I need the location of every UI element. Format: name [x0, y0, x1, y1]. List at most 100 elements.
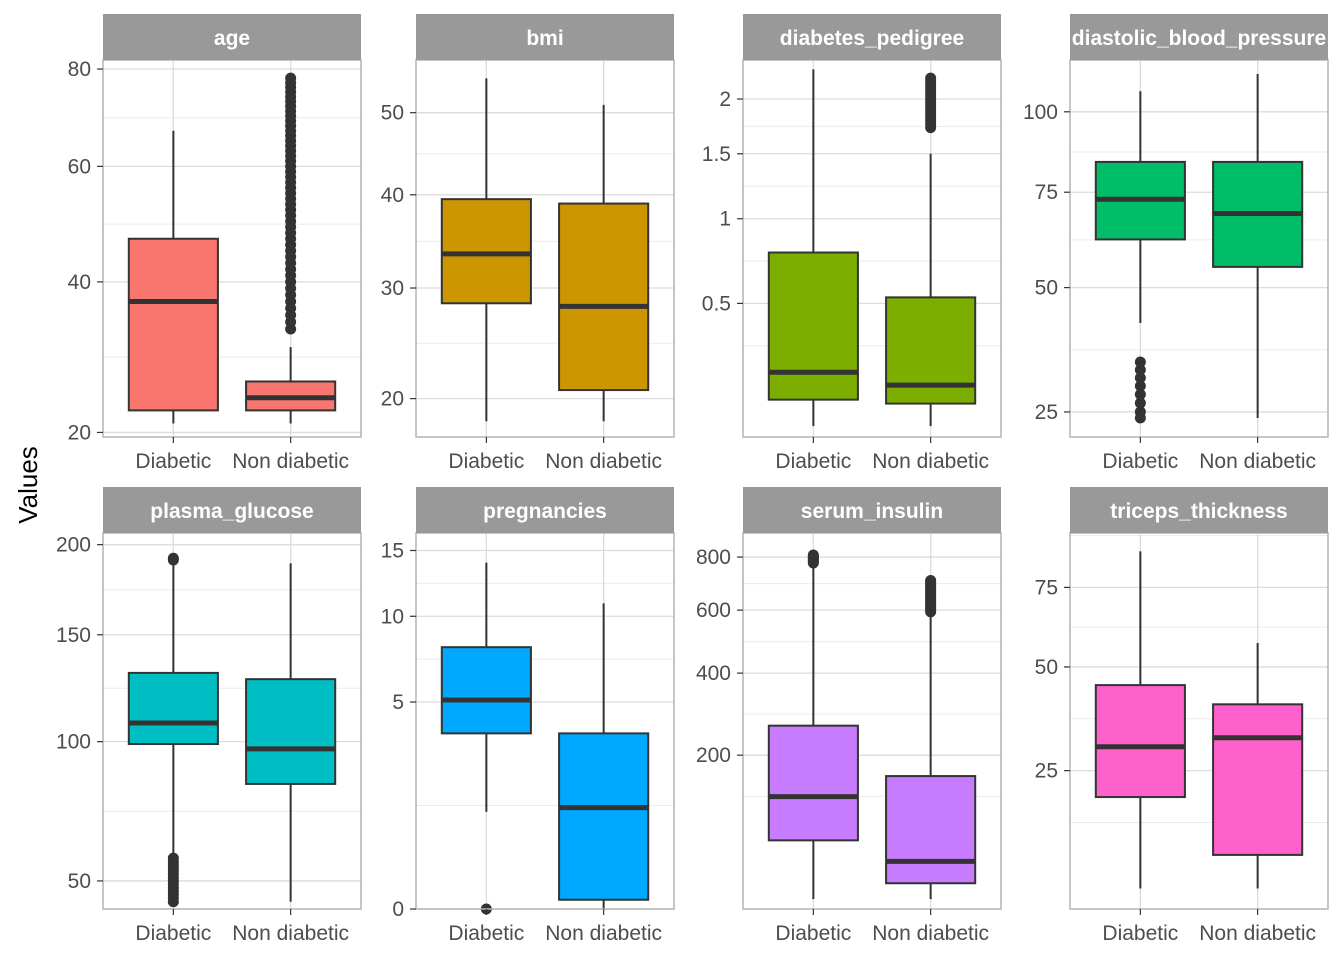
outlier-point: [925, 72, 937, 84]
box-non-diabetic: [558, 603, 650, 909]
outlier-point: [1134, 388, 1146, 400]
y-axis: 50 100 150 200: [56, 534, 103, 893]
box-iqr: [558, 202, 650, 392]
y-tick-label: 150: [56, 624, 91, 647]
facet-strip: [416, 487, 674, 533]
outlier-point: [1134, 364, 1146, 376]
facet-title: age: [214, 27, 250, 50]
box-diabetic: [1094, 91, 1186, 424]
y-axis: 20 40 60 80: [68, 58, 103, 444]
y-tick-label: 100: [1023, 101, 1058, 124]
x-tick-label: Diabetic: [135, 450, 211, 473]
panel-age: age 20 40 60 80 Diabetic Non diabetic: [68, 14, 362, 473]
facet-strip: [743, 487, 1001, 533]
outlier-point: [1134, 372, 1146, 384]
y-tick-label: 80: [68, 58, 91, 81]
panel-diastolic-blood-pressure: diastolic_blood_pressure 25 50 75 100 Diabeti…: [1023, 14, 1329, 473]
facet-title: diabetes_pedigree: [780, 27, 964, 50]
y-tick-label: 50: [68, 870, 91, 893]
facet-strip: [103, 14, 361, 60]
y-tick-label: 0.5: [702, 292, 731, 315]
facet-title: triceps_thickness: [1110, 500, 1287, 523]
facet-title: bmi: [526, 27, 563, 50]
box-non-diabetic: [245, 563, 337, 902]
box-iqr: [245, 678, 337, 785]
outlier-point: [1134, 406, 1146, 418]
x-axis: Diabetic Non diabetic: [448, 909, 662, 945]
x-tick-label: Diabetic: [775, 922, 851, 945]
outlier-point: [925, 575, 937, 587]
box-non-diabetic: [1212, 642, 1304, 889]
x-axis: Diabetic Non diabetic: [775, 909, 989, 945]
y-tick-label: 20: [381, 388, 404, 411]
box-non-diabetic: [885, 72, 977, 427]
y-tick-label: 2: [719, 88, 731, 111]
y-tick-label: 50: [381, 102, 404, 125]
x-axis: Diabetic Non diabetic: [135, 437, 349, 473]
y-axis: 25 50 75 100: [1023, 101, 1070, 424]
facet-strip: [103, 487, 361, 533]
box-iqr: [767, 724, 859, 842]
facet-strip: [1070, 487, 1328, 533]
y-axis: 200 400 600 800: [696, 546, 743, 767]
facet-title: serum_insulin: [801, 500, 943, 523]
box-diabetic: [440, 78, 532, 422]
x-tick-label: Diabetic: [135, 922, 211, 945]
y-tick-label: 200: [56, 534, 91, 557]
box-non-diabetic: [245, 72, 337, 424]
y-tick-label: 0: [392, 898, 404, 921]
y-tick-label: 40: [381, 184, 404, 207]
box-diabetic: [1094, 551, 1186, 889]
y-tick-label: 50: [1035, 656, 1058, 679]
x-tick-label: Non diabetic: [232, 922, 349, 945]
box-iqr: [1094, 684, 1186, 799]
x-tick-label: Diabetic: [775, 450, 851, 473]
panel-diabetes-pedigree: diabetes_pedigree 0.5 1 1.5 2 Diabetic Non dia…: [702, 14, 1002, 473]
box-non-diabetic: [885, 575, 977, 900]
y-tick-label: 200: [696, 744, 731, 767]
y-tick-label: 1: [719, 208, 731, 231]
box-diabetic: [127, 552, 219, 908]
x-tick-label: Non diabetic: [872, 450, 989, 473]
box-iqr: [767, 251, 859, 401]
y-axis: 0 5 10 15: [381, 539, 416, 921]
facet-strip: [1070, 14, 1328, 60]
y-tick-label: 75: [1035, 576, 1058, 599]
box-diabetic: [767, 549, 859, 900]
x-tick-label: Diabetic: [1102, 450, 1178, 473]
outlier-point: [167, 852, 179, 864]
box-iqr: [127, 671, 219, 746]
facet-title: diastolic_blood_pressure: [1072, 27, 1326, 50]
facet-title: plasma_glucose: [150, 500, 313, 523]
facet-strip: [743, 14, 1001, 60]
x-tick-label: Non diabetic: [232, 450, 349, 473]
panel-bmi: bmi 20 30 40 50 Diabetic Non diabetic: [381, 14, 675, 473]
y-axis: 0.5 1 1.5 2: [702, 88, 743, 315]
outlier-point: [807, 549, 819, 561]
y-tick-label: 600: [696, 599, 731, 622]
y-tick-label: 800: [696, 546, 731, 569]
x-axis: Diabetic Non diabetic: [1102, 437, 1316, 473]
box-iqr: [885, 775, 977, 885]
box-diabetic: [440, 562, 532, 915]
x-tick-label: Non diabetic: [1199, 922, 1316, 945]
y-tick-label: 60: [68, 155, 91, 178]
y-tick-label: 5: [392, 691, 404, 714]
box-iqr: [1212, 703, 1304, 856]
y-axis-label: Values: [13, 446, 43, 524]
box-iqr: [440, 198, 532, 305]
x-axis: Diabetic Non diabetic: [1102, 909, 1316, 945]
x-axis: Diabetic Non diabetic: [448, 437, 662, 473]
box-diabetic: [127, 130, 219, 424]
box-iqr: [558, 732, 650, 901]
y-tick-label: 25: [1035, 760, 1058, 783]
outlier-point: [1134, 356, 1146, 368]
x-tick-label: Diabetic: [448, 922, 524, 945]
y-tick-label: 20: [68, 421, 91, 444]
panel-pregnancies: pregnancies 0 5 10 15 Diabetic Non diabetic: [381, 487, 675, 945]
y-tick-label: 400: [696, 662, 731, 685]
y-tick-label: 50: [1035, 277, 1058, 300]
outlier-point: [167, 552, 179, 564]
